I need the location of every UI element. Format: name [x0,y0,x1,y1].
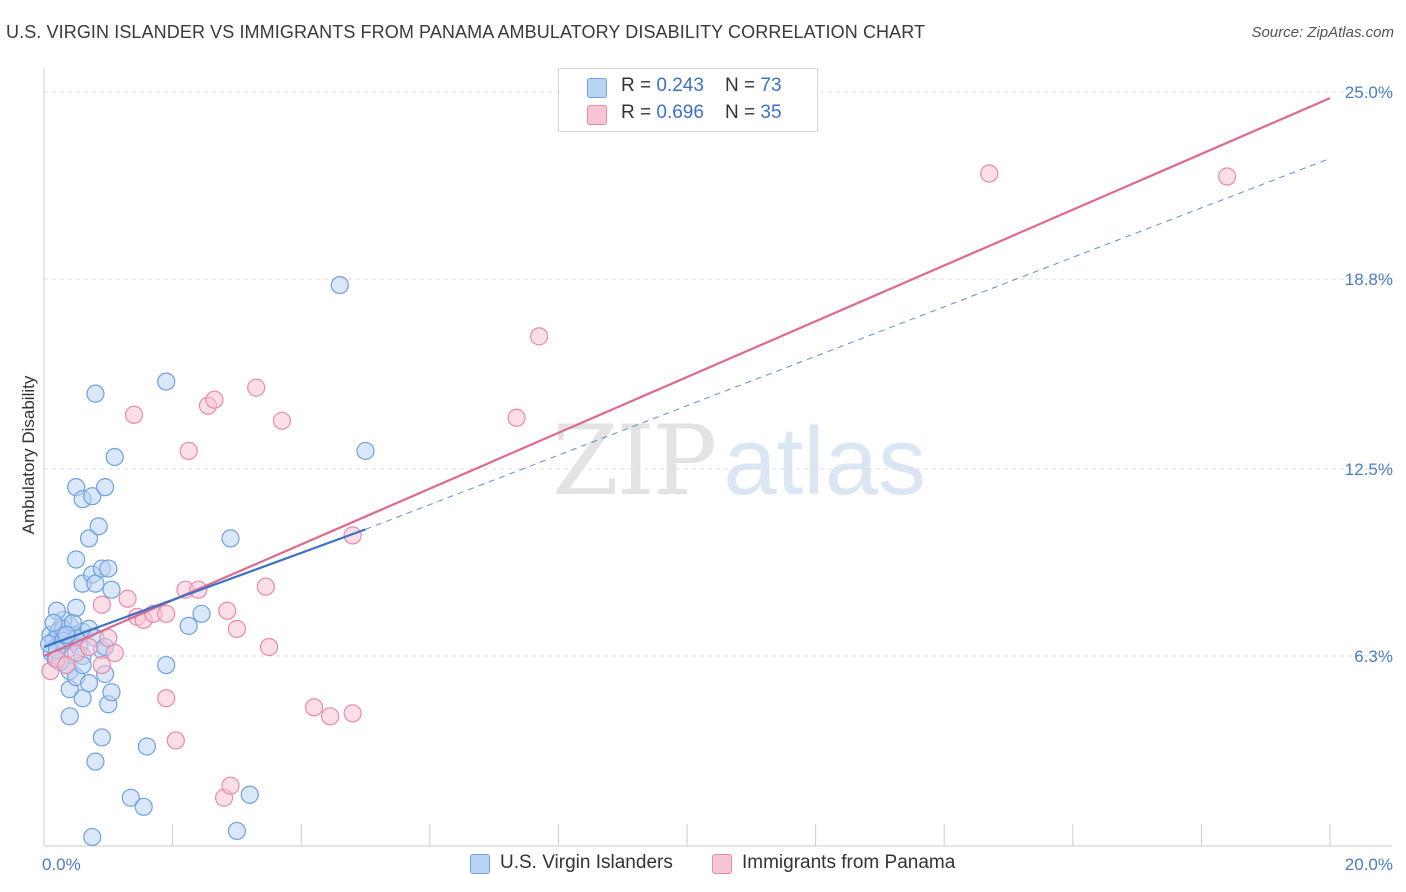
point-virgin-islanders [227,821,246,841]
n-value: 73 [760,75,782,96]
point-virgin-islanders [179,616,198,635]
chart-title: U.S. VIRGIN ISLANDER VS IMMIGRANTS FROM … [6,22,926,42]
point-panama [57,655,76,675]
point-virgin-islanders [73,689,92,708]
point-panama [118,589,137,608]
point-virgin-islanders [60,707,79,726]
point-panama [79,637,99,657]
point-panama [92,595,111,614]
tick-labels: 6.3% 12.5% 18.8% 25.0% 0.0% 20.0% [42,83,1393,874]
point-panama [980,164,999,183]
x-tick-label: 20.0% [1345,855,1393,874]
point-virgin-islanders [105,447,124,467]
point-virgin-islanders [44,613,63,632]
legend-label: Immigrants from Panama [742,852,956,873]
r-label: R = [621,102,657,123]
source-label: Source: ZipAtlas.com [1251,24,1394,41]
point-panama [1218,167,1237,186]
r-value: 0.243 [656,75,704,96]
legend-swatch-pink [587,105,607,125]
legend-swatch-blue [587,78,607,98]
point-virgin-islanders [95,478,115,497]
legend-swatch-blue [470,854,490,874]
point-panama [343,526,362,545]
point-virgin-islanders [67,550,86,569]
data-points [40,164,1237,847]
point-virgin-islanders [102,683,121,702]
n-label: N = [725,102,761,123]
trend-lines [43,97,1331,658]
point-virgin-islanders [67,598,86,617]
point-panama [157,604,176,623]
point-virgin-islanders [134,797,153,816]
point-virgin-islanders [221,529,240,548]
point-panama [321,707,340,726]
point-virgin-islanders [83,827,102,847]
point-panama [507,408,526,427]
point-virgin-islanders [240,785,259,804]
point-panama [99,628,118,648]
point-virgin-islanders [86,574,105,593]
point-virgin-islanders [137,737,156,756]
y-axis-label: Ambulatory Disability [19,375,38,534]
r-label: R = [621,75,657,96]
point-virgin-islanders [157,372,176,391]
trend-line-virgin-islanders [43,528,366,649]
point-panama [124,405,144,424]
grid-lines [44,91,1392,657]
point-panama [256,577,275,596]
legend-label: U.S. Virgin Islanders [500,852,673,873]
n-label: N = [725,75,761,96]
y-tick-label: 6.3% [1354,647,1393,666]
point-virgin-islanders [157,655,176,675]
trend-line-virgin-islanders-extension [365,157,1331,530]
point-panama [343,704,362,723]
x-tick-label: 0.0% [42,855,81,874]
point-panama [157,689,176,708]
point-virgin-islanders [79,674,99,693]
y-tick-label: 18.8% [1345,270,1393,289]
n-value: 35 [760,102,782,123]
point-panama [218,601,237,620]
point-panama [105,643,124,663]
point-virgin-islanders [86,752,105,771]
point-panama [530,327,549,346]
point-panama [92,655,111,675]
y-tick-label: 25.0% [1345,83,1393,102]
point-panama [179,441,198,461]
point-panama [205,390,224,409]
point-virgin-islanders [356,441,375,461]
point-panama [221,776,240,795]
point-panama [247,378,266,397]
point-virgin-islanders [99,559,118,578]
legend-swatch-pink [712,854,732,874]
point-virgin-islanders [192,604,211,623]
stats-legend: R = 0.243 N = 73 R = 0.696 N = 35 [558,68,818,132]
point-panama [304,698,324,717]
point-panama [272,411,292,430]
point-virgin-islanders [79,529,99,548]
trend-line-panama [43,97,1331,658]
point-panama [227,619,246,638]
point-virgin-islanders [83,487,102,506]
point-virgin-islanders [92,728,111,747]
axes [43,68,1392,847]
series-legend: U.S. Virgin Islanders Immigrants from Pa… [0,852,1406,878]
point-panama [259,637,279,657]
point-virgin-islanders [121,788,140,807]
point-virgin-islanders [86,384,105,403]
point-virgin-islanders [102,580,121,599]
point-panama [166,731,185,750]
y-tick-label: 12.5% [1345,460,1393,479]
point-virgin-islanders [89,517,108,536]
r-value: 0.696 [656,102,704,123]
point-virgin-islanders [330,275,349,295]
